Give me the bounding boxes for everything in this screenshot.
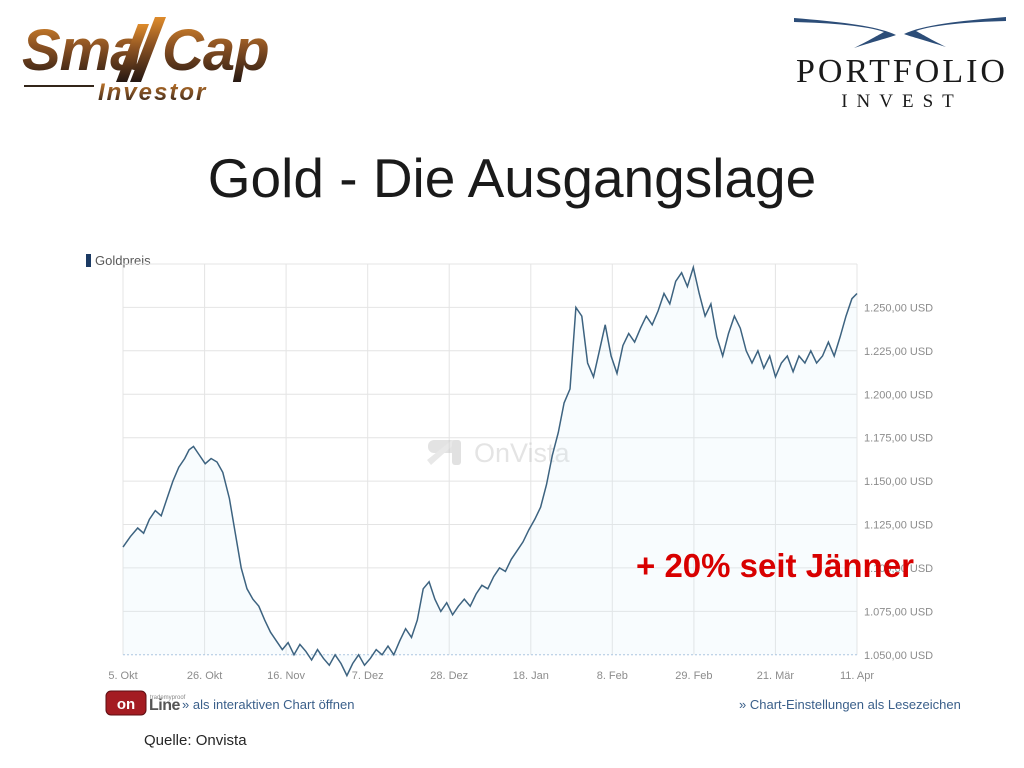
svg-text:1.075,00 USD: 1.075,00 USD [864, 606, 933, 618]
svg-text:28. Dez: 28. Dez [430, 670, 468, 682]
svg-text:29. Feb: 29. Feb [675, 670, 712, 682]
svg-text:1.200,00 USD: 1.200,00 USD [864, 389, 933, 401]
svg-text:21. Mär: 21. Mär [757, 670, 795, 682]
svg-text:1.250,00 USD: 1.250,00 USD [864, 302, 933, 314]
svg-text:1.050,00 USD: 1.050,00 USD [864, 650, 933, 662]
svg-text:1.150,00 USD: 1.150,00 USD [864, 476, 933, 488]
svg-text:+ 20% seit Jänner: + 20% seit Jänner [636, 547, 914, 584]
svg-text:Cap: Cap [162, 18, 269, 83]
svg-text:1.125,00 USD: 1.125,00 USD [864, 520, 933, 532]
svg-text:11. Apr: 11. Apr [840, 670, 874, 682]
svg-text:» Chart-Einstellungen als Lese: » Chart-Einstellungen als Lesezeichen [739, 697, 961, 712]
svg-text:Line: Line [149, 697, 180, 714]
svg-text:16. Nov: 16. Nov [267, 670, 305, 682]
svg-text:18. Jan: 18. Jan [513, 670, 549, 682]
svg-text:» als interaktiven Chart öffne: » als interaktiven Chart öffnen [182, 697, 354, 712]
svg-text:Investor: Investor [98, 79, 207, 104]
svg-text:Quelle: Onvista: Quelle: Onvista [144, 732, 247, 749]
svg-text:1.175,00 USD: 1.175,00 USD [864, 433, 933, 445]
svg-text:5. Okt: 5. Okt [108, 670, 137, 682]
svg-text:26. Okt: 26. Okt [187, 670, 222, 682]
svg-text:8. Feb: 8. Feb [597, 670, 628, 682]
svg-text:on: on [117, 696, 135, 713]
svg-text:7. Dez: 7. Dez [352, 670, 384, 682]
svg-text:1.225,00 USD: 1.225,00 USD [864, 346, 933, 358]
